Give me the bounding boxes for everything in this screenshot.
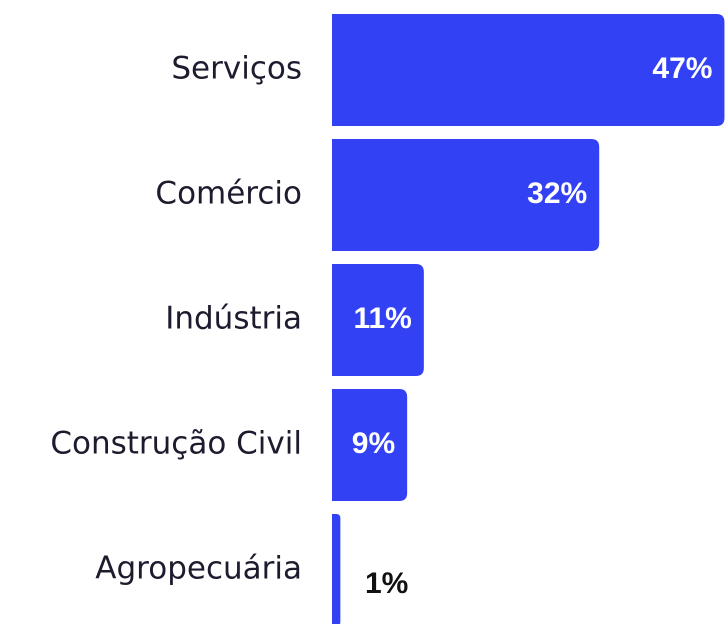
value-label: 1% — [365, 567, 408, 600]
category-label: Serviços — [171, 51, 302, 87]
category-label: Construção Civil — [50, 426, 302, 462]
category-label: Agropecuária — [95, 551, 302, 587]
bar — [332, 139, 600, 251]
bar — [332, 514, 341, 624]
category-label: Comércio — [155, 176, 302, 212]
bar — [332, 264, 424, 376]
value-label: 32% — [527, 177, 587, 210]
bar — [332, 389, 408, 501]
value-label: 9% — [352, 427, 395, 460]
value-label: 47% — [652, 52, 712, 85]
value-label: 11% — [353, 302, 411, 335]
bar — [332, 14, 725, 126]
category-label: Indústria — [165, 301, 302, 337]
